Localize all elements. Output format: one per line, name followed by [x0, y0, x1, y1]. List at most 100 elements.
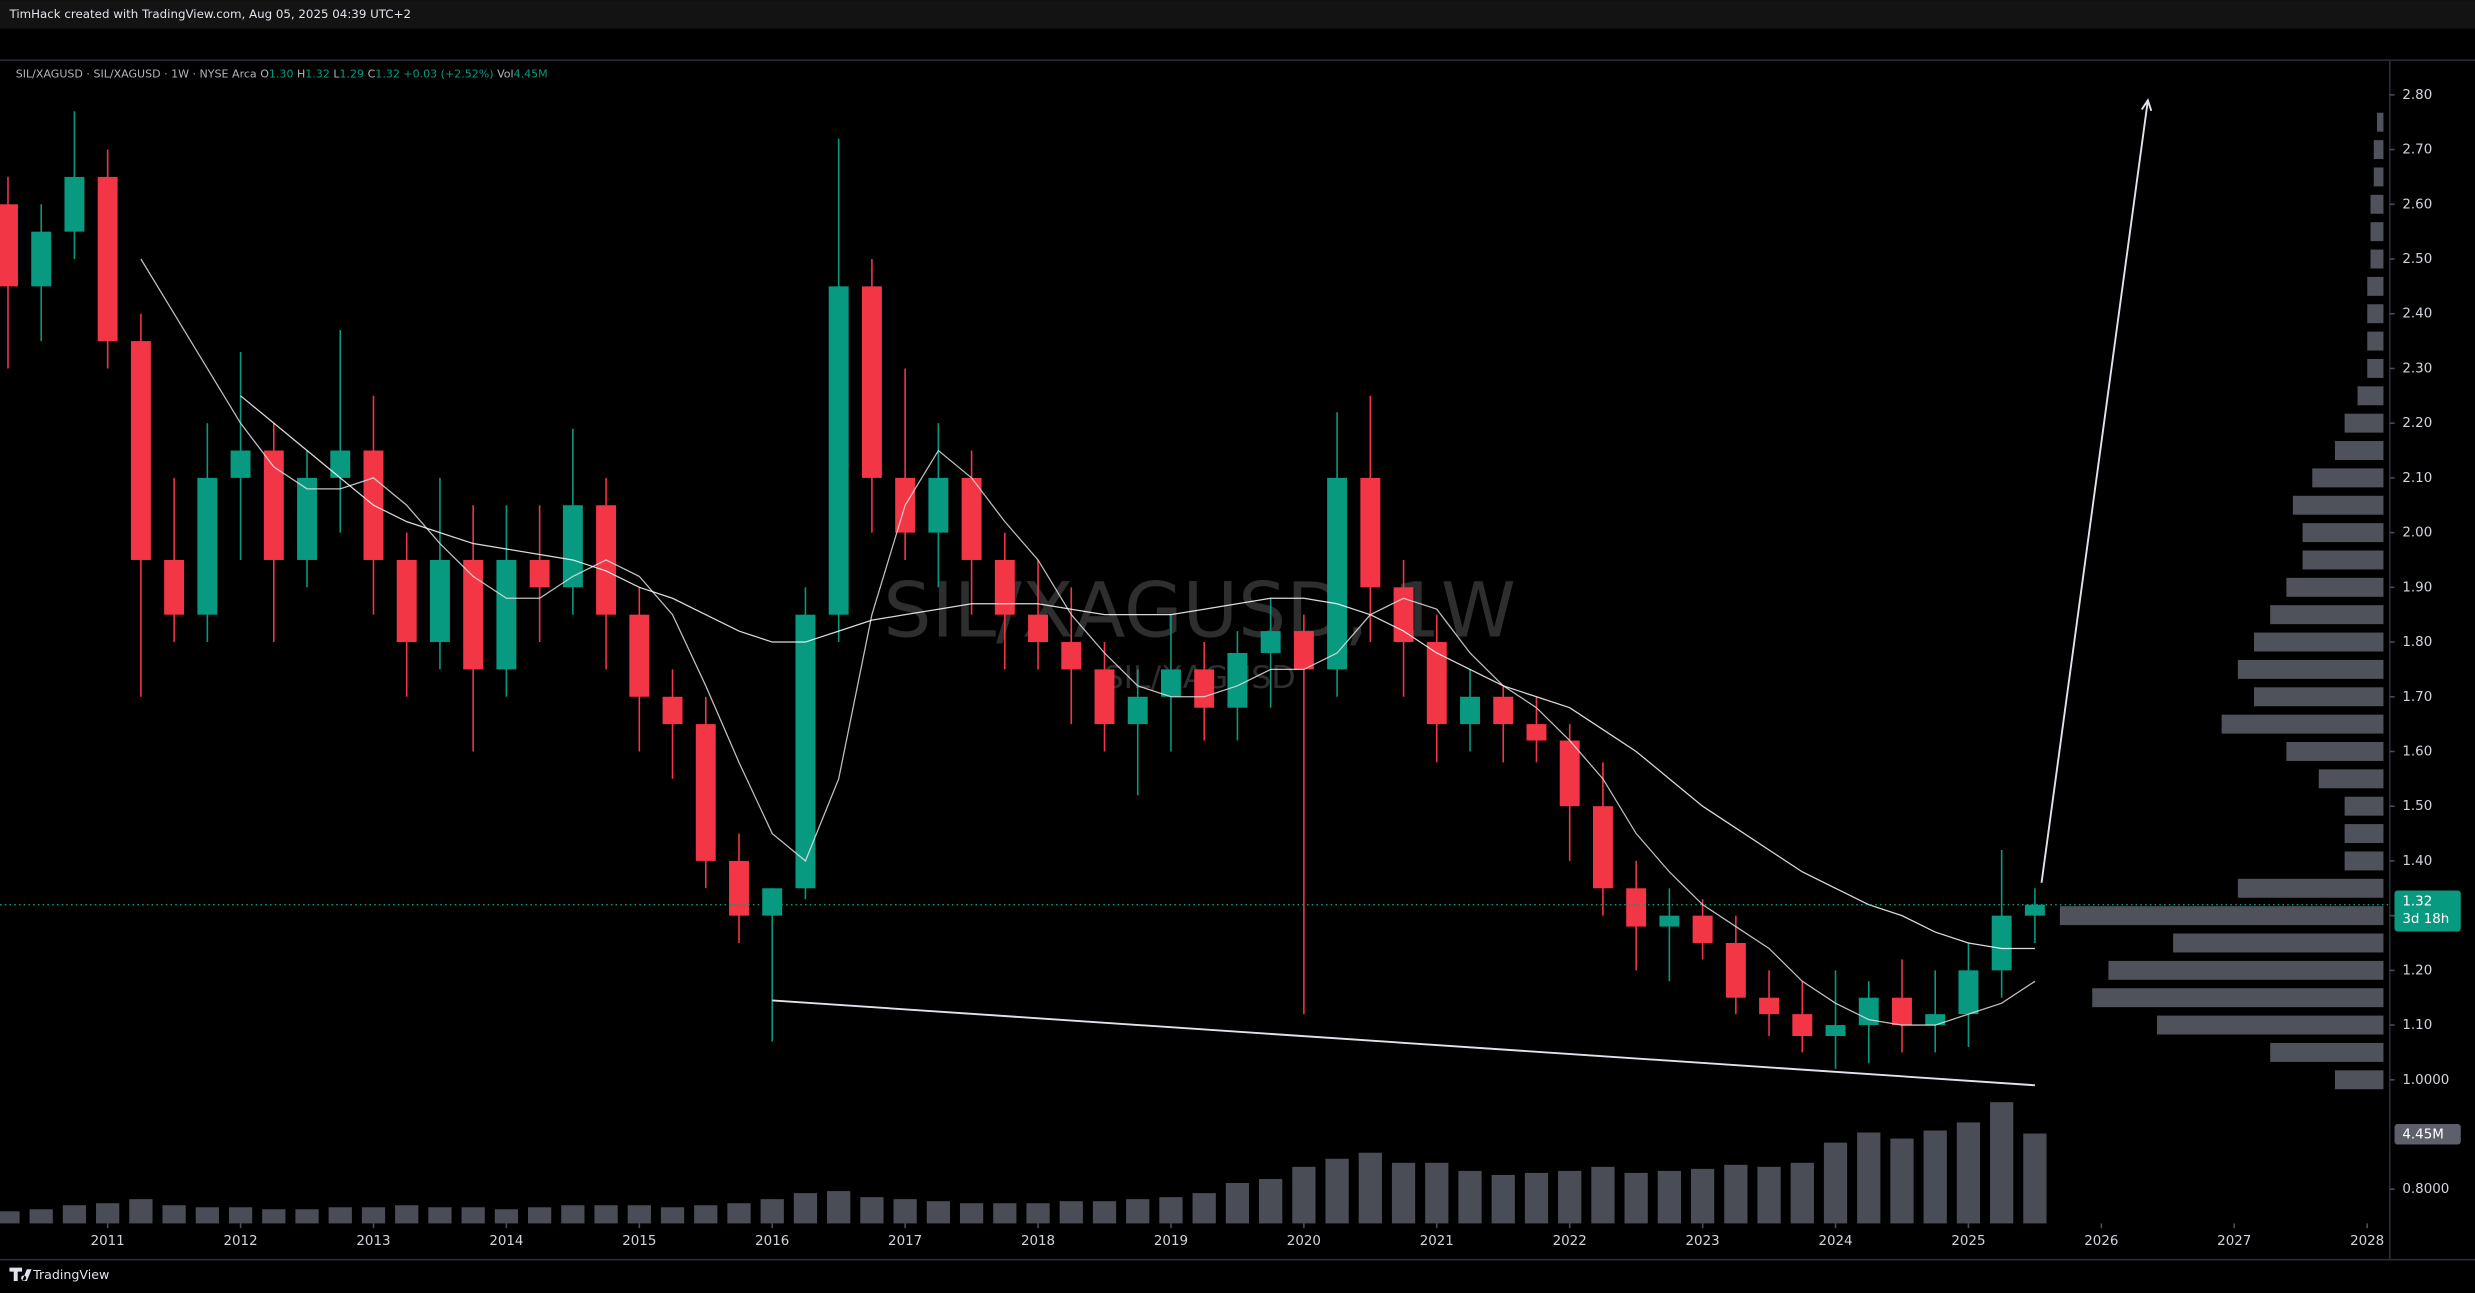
volume-bar	[1757, 1166, 1781, 1224]
volume-profile-bar	[2173, 933, 2384, 953]
candle-body	[1825, 1025, 1846, 1037]
footer-logo[interactable]: TradingView	[9, 1267, 109, 1282]
volume-bar	[295, 1209, 319, 1224]
candle-body	[861, 286, 882, 478]
volume-bar	[2023, 1133, 2047, 1224]
legend-value: 1.32	[305, 67, 330, 80]
x-tick-label: 2023	[1686, 1234, 1720, 1249]
volume-bar	[1857, 1132, 1881, 1224]
volume-profile-bar	[2292, 495, 2384, 515]
volume-profile-bar	[2108, 960, 2384, 980]
candle-body	[1327, 477, 1348, 670]
volume-bar	[1890, 1138, 1914, 1224]
candle-body	[1792, 1014, 1813, 1037]
candle-body	[928, 477, 949, 533]
volume-label: 4.45M	[2402, 1127, 2443, 1142]
candle-body	[695, 724, 716, 861]
volume-label-box	[2394, 1124, 2461, 1145]
volume-bar	[627, 1205, 651, 1224]
candle-body	[529, 559, 550, 588]
volume-profile-bar	[2370, 194, 2384, 214]
volume-bar	[1690, 1168, 1715, 1224]
candle-body	[1426, 642, 1447, 725]
candle-body	[562, 505, 583, 588]
volume-bar	[1823, 1142, 1848, 1224]
volume-profile-bar	[2254, 687, 2384, 707]
candle-body	[1692, 915, 1713, 943]
legend-label: Vol	[497, 67, 514, 80]
x-tick-label: 2014	[489, 1234, 523, 1249]
volume-profile-bar	[2156, 1015, 2384, 1035]
moving-average	[140, 258, 2036, 1026]
legend-value: 1.30	[269, 67, 294, 80]
volume-bar	[195, 1207, 219, 1224]
x-tick-label: 2020	[1287, 1234, 1321, 1249]
volume-bar	[793, 1193, 818, 1224]
candle-body	[263, 450, 284, 560]
volume-bar	[926, 1201, 950, 1224]
y-tick-label: 2.70	[2402, 143, 2432, 158]
volume-profile-bar	[2370, 222, 2384, 242]
volume-bar	[527, 1207, 552, 1224]
volume-bar	[860, 1197, 884, 1224]
volume-profile-bar	[2367, 276, 2384, 296]
volume-bar	[1159, 1197, 1183, 1224]
volume-profile-bar	[2344, 851, 2384, 871]
volume-profile-bar	[2344, 413, 2384, 433]
candle-body	[1260, 631, 1281, 653]
x-tick-label: 2018	[1021, 1234, 1055, 1249]
volume-bar	[395, 1205, 419, 1224]
volume-bar	[1923, 1130, 1947, 1224]
volume-profile-bar	[2286, 577, 2384, 597]
x-tick-label: 2019	[1154, 1234, 1188, 1249]
candle-body	[1892, 997, 1912, 1026]
volume-bar	[893, 1199, 917, 1224]
volume-bar	[1591, 1166, 1615, 1224]
x-tick-label: 2022	[1553, 1234, 1587, 1249]
volume-profile-bar	[2270, 605, 2384, 625]
y-tick-label: 1.70	[2402, 690, 2432, 705]
volume-bar	[1624, 1172, 1648, 1224]
candle-body	[994, 559, 1015, 615]
volume-bar	[29, 1209, 53, 1224]
volume-profile-bar	[2373, 167, 2384, 187]
candle-body	[396, 559, 417, 643]
y-tick-label: 2.60	[2402, 197, 2432, 212]
legend-value: 1.29	[340, 67, 365, 80]
candle-body	[1958, 970, 1979, 1015]
candle-body	[1592, 806, 1613, 889]
y-tick-label: 1.90	[2402, 580, 2432, 595]
candle-body	[330, 450, 351, 478]
y-tick-label: 1.0000	[2402, 1073, 2449, 1088]
volume-bar	[0, 1211, 20, 1224]
volume-profile-bar	[2376, 112, 2384, 132]
legend-value: 4.45M	[514, 67, 548, 80]
candle-body	[1293, 631, 1314, 670]
volume-profile-bar	[2367, 304, 2384, 324]
volume-bar	[694, 1205, 718, 1224]
candle-body	[762, 888, 783, 916]
volume-bar	[594, 1205, 618, 1224]
y-tick-label: 1.50	[2402, 799, 2432, 814]
candle-body	[1094, 669, 1115, 725]
y-tick-label: 1.80	[2402, 635, 2432, 650]
candle-body	[496, 559, 517, 670]
candle-body	[1028, 614, 1049, 643]
volume-bar	[262, 1209, 286, 1224]
volume-profile-bar	[2312, 468, 2384, 488]
candle-body	[463, 559, 484, 670]
volume-bar	[1391, 1162, 1416, 1224]
volume-bar	[993, 1203, 1017, 1224]
volume-profile-bar	[2059, 906, 2384, 926]
candle-body	[297, 477, 317, 560]
candle-body	[1626, 888, 1647, 927]
candle-body	[130, 341, 151, 560]
volume-profile-bar	[2334, 1070, 2384, 1090]
candle-body	[1460, 696, 1480, 725]
volume-bar	[1458, 1170, 1482, 1224]
volume-profile-bar	[2286, 742, 2384, 761]
candle-body	[1925, 1014, 1946, 1026]
candle-body	[164, 559, 185, 615]
volume-bar	[1126, 1199, 1150, 1224]
